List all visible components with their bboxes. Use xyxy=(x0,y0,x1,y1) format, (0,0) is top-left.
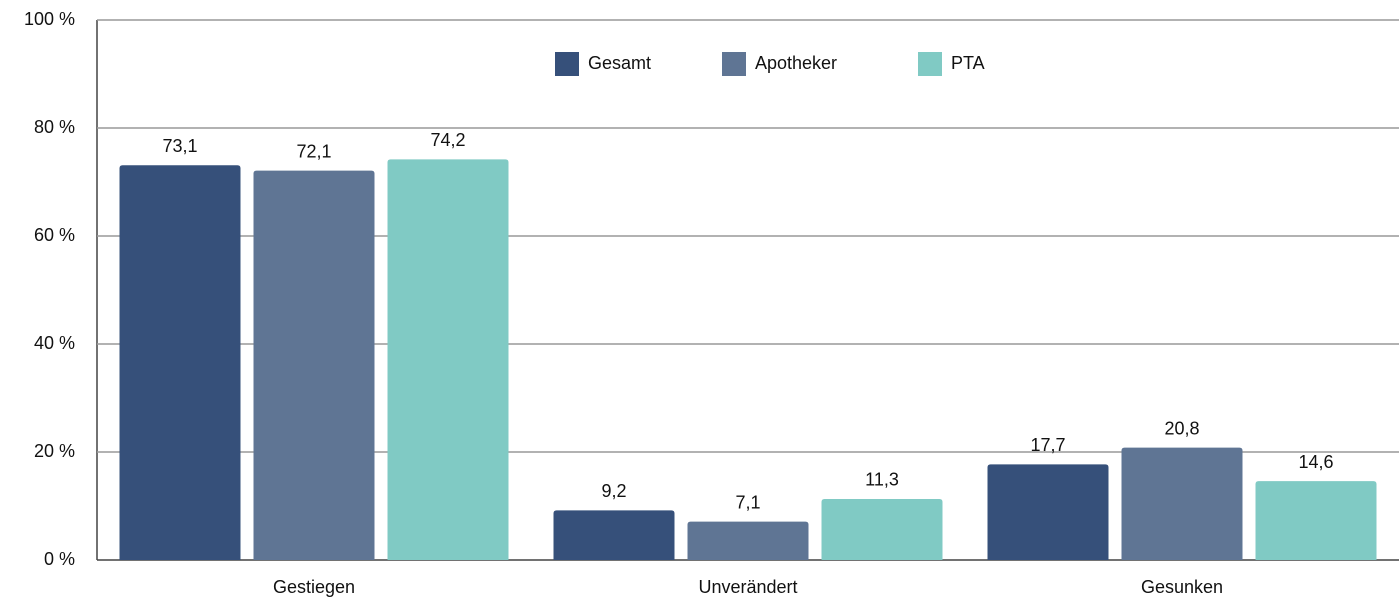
value-label: 14,6 xyxy=(1298,452,1333,472)
bar xyxy=(821,498,943,560)
legend-swatch xyxy=(918,52,942,76)
value-label: 74,2 xyxy=(430,130,465,150)
value-label: 17,7 xyxy=(1030,435,1065,455)
y-tick-label: 20 % xyxy=(34,441,75,461)
bar xyxy=(987,464,1109,560)
y-tick-label: 0 % xyxy=(44,549,75,569)
bar xyxy=(1121,447,1243,560)
value-label: 72,1 xyxy=(296,141,331,161)
bar xyxy=(687,521,809,560)
bar xyxy=(553,510,675,560)
value-label: 7,1 xyxy=(735,492,760,512)
legend-label: PTA xyxy=(951,53,985,73)
x-tick-label: Gesunken xyxy=(1141,577,1223,597)
value-label: 9,2 xyxy=(601,481,626,501)
legend-swatch xyxy=(555,52,579,76)
bar xyxy=(1255,481,1377,560)
y-tick-label: 60 % xyxy=(34,225,75,245)
x-tick-label: Gestiegen xyxy=(273,577,355,597)
legend-label: Gesamt xyxy=(588,53,651,73)
y-tick-label: 100 % xyxy=(24,9,75,29)
value-label: 11,3 xyxy=(865,470,899,490)
x-tick-label: Unverändert xyxy=(698,577,797,597)
legend-label: Apotheker xyxy=(755,53,837,73)
legend-swatch xyxy=(722,52,746,76)
value-label: 73,1 xyxy=(162,136,197,156)
bar xyxy=(253,170,375,560)
y-tick-label: 80 % xyxy=(34,117,75,137)
value-label: 20,8 xyxy=(1164,418,1199,438)
bar xyxy=(387,159,509,560)
bar xyxy=(119,165,241,560)
y-tick-label: 40 % xyxy=(34,333,75,353)
